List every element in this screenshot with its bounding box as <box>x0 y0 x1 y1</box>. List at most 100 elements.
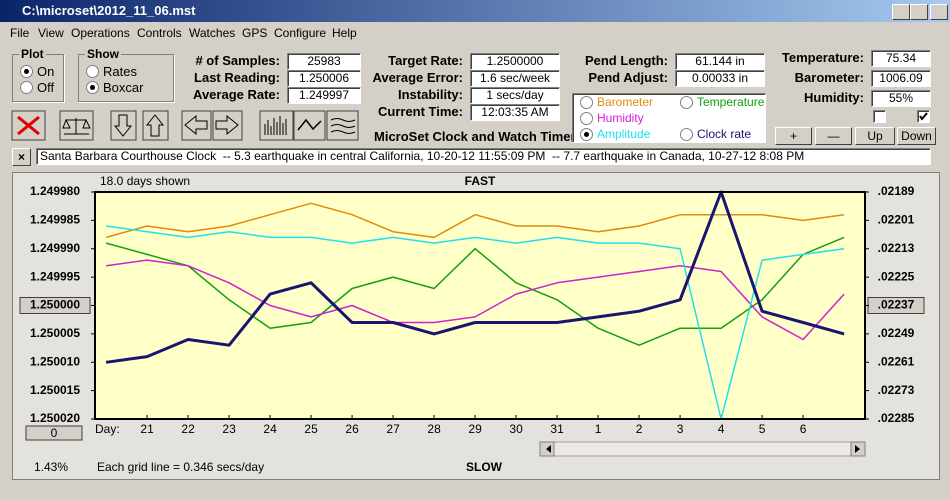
icon <box>113 114 133 137</box>
field-label: Instability: <box>397 87 463 102</box>
radio-label: Off <box>37 80 55 95</box>
menu-item[interactable]: Operations <box>71 26 130 40</box>
scroll-value: 0 <box>51 426 58 440</box>
series-radio[interactable] <box>680 96 693 109</box>
ticker-close[interactable]: × <box>12 148 31 166</box>
field-label: Humidity: <box>804 90 864 105</box>
checkbox[interactable] <box>873 110 886 123</box>
field-value: 1.6 sec/week <box>470 70 560 87</box>
menu-item[interactable]: Help <box>332 26 357 40</box>
checkbox[interactable] <box>917 110 930 123</box>
plot-frame <box>94 191 866 420</box>
icon <box>145 114 165 137</box>
field-label: Average Error: <box>372 70 463 85</box>
series-radio[interactable] <box>680 128 693 141</box>
series-name: Amplitude <box>597 127 651 141</box>
icon <box>215 114 239 136</box>
button[interactable]: — <box>815 127 852 145</box>
y2-tick-label: .02213 <box>878 241 915 255</box>
icon <box>264 116 287 135</box>
field-label: Average Rate: <box>193 87 280 102</box>
group-title: Show <box>85 47 121 61</box>
x-tick-label: 1 <box>595 422 602 436</box>
field-value: 1 secs/day <box>470 87 560 104</box>
icon <box>62 118 91 135</box>
series-name: Clock rate <box>697 127 752 141</box>
menu-item[interactable]: Controls <box>137 26 182 40</box>
x-tick-label: 22 <box>181 422 195 436</box>
app-title: MicroSet Clock and Watch Timer <box>374 129 576 144</box>
y2-tick-label: .02189 <box>878 184 915 198</box>
show-group: Show <box>78 47 174 102</box>
button[interactable]: Down <box>897 127 936 145</box>
y2-tick-label: .02285 <box>878 411 915 425</box>
y-tick-label: 1.249990 <box>30 241 80 255</box>
chart: 1.249980 1.249985 1.249990 1.249995 1.250000… <box>19 174 925 474</box>
x-tick-label: 21 <box>140 422 154 436</box>
series-radio[interactable] <box>580 128 593 141</box>
y2-tick-label: .02273 <box>878 383 915 397</box>
x-tick-label: 6 <box>800 422 807 436</box>
tick-button[interactable] <box>19 297 91 314</box>
radio-button[interactable] <box>20 81 33 94</box>
menu-item[interactable]: Configure <box>274 26 327 40</box>
field-label: # of Samples: <box>195 53 280 68</box>
maximize-button[interactable] <box>910 4 928 20</box>
button[interactable]: + <box>775 127 812 145</box>
check-mark <box>919 112 928 121</box>
y-tick-label: 1.250000 <box>30 298 80 312</box>
radio-button[interactable] <box>20 65 33 78</box>
fast-label: FAST <box>465 174 496 188</box>
close-button[interactable] <box>930 4 948 20</box>
menu-item[interactable]: GPS <box>242 26 268 40</box>
series-radio[interactable] <box>580 112 593 125</box>
field-value: 25983 <box>287 53 361 70</box>
x-tick-label: 29 <box>468 422 482 436</box>
x-tick-label: 23 <box>222 422 236 436</box>
field-label: Pend Length: <box>584 53 668 68</box>
radio-button[interactable] <box>86 65 99 78</box>
x-tick-label: 30 <box>509 422 523 436</box>
y2-tick-label: .02237 <box>878 298 915 312</box>
y2-tick-label: .02249 <box>878 326 915 340</box>
minimize-button[interactable] <box>892 4 910 20</box>
slow-label: SLOW <box>466 460 503 474</box>
menu-item[interactable]: View <box>38 26 64 40</box>
menu-item[interactable]: File <box>10 26 30 40</box>
series-name: Barometer <box>597 95 654 109</box>
series-name: Humidity <box>597 111 644 125</box>
x-tick-label: 28 <box>427 422 441 436</box>
scroll-value-box[interactable] <box>25 425 83 441</box>
button[interactable]: Up <box>855 127 895 145</box>
field-label: Pend Adjust: <box>588 70 668 85</box>
field-value: 1.250006 <box>287 70 361 87</box>
x-axis-label: Day: <box>95 422 120 436</box>
x-tick-label: 25 <box>304 422 318 436</box>
series-line <box>105 259 845 341</box>
y-tick-label: 1.250015 <box>30 383 80 397</box>
x-tick-label: 4 <box>718 422 725 436</box>
y-tick-label: 1.250005 <box>30 326 80 340</box>
menu-item[interactable]: Watches <box>189 26 236 40</box>
x-tick-label: 2 <box>636 422 643 436</box>
field-value: 75.34 <box>871 50 931 67</box>
plot-area <box>95 192 865 419</box>
field-value: 0.00033 in <box>675 70 765 87</box>
field-value: 1.2500000 <box>470 53 560 70</box>
field-value: 1006.09 <box>871 70 931 87</box>
y-tick-label: 1.249995 <box>30 269 80 283</box>
scrollbar[interactable] <box>539 441 866 457</box>
icon <box>297 118 322 131</box>
series-line <box>105 202 845 239</box>
x-tick-label: 3 <box>677 422 684 436</box>
field-value: 12:03:35 AM <box>470 104 560 121</box>
radio-button[interactable] <box>86 81 99 94</box>
y-tick-label: 1.249985 <box>30 213 80 227</box>
percent: 1.43% <box>34 460 68 474</box>
icon <box>17 115 40 136</box>
days-shown: 18.0 days shown <box>100 174 190 188</box>
window-title: C:\microset\2012_11_06.mst <box>22 3 196 18</box>
series-radio[interactable] <box>580 96 593 109</box>
